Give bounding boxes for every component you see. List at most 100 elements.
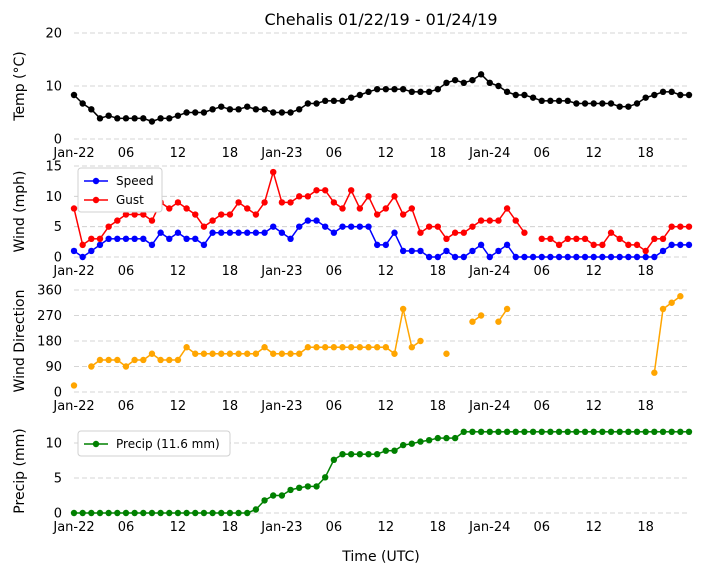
data-point (685, 428, 693, 435)
data-point (79, 509, 86, 517)
data-point (347, 187, 355, 194)
data-point (564, 428, 571, 435)
data-point (616, 253, 623, 261)
data-point (425, 88, 433, 96)
data-point (313, 100, 320, 107)
data-point (564, 253, 571, 261)
data-point (486, 428, 493, 435)
data-point (477, 217, 485, 224)
data-point (581, 100, 589, 107)
data-point (642, 94, 649, 101)
data-point (555, 428, 563, 435)
data-point (469, 76, 476, 84)
x-tick-label: 18 (222, 399, 239, 414)
data-point (443, 350, 450, 357)
data-point (417, 229, 424, 236)
data-point (668, 428, 675, 435)
data-point (218, 211, 225, 218)
data-point (434, 253, 442, 261)
series-line-segment (263, 171, 274, 203)
y-axis-label: Precip (mm) (12, 428, 28, 513)
data-point (235, 229, 242, 236)
data-point (261, 199, 268, 206)
x-axis-label: Time (UTC) (341, 549, 419, 565)
x-tick-label: 18 (222, 264, 239, 279)
data-point (382, 447, 390, 454)
data-point (105, 223, 112, 230)
legend-marker (92, 440, 100, 448)
data-point (599, 100, 606, 107)
x-tick-label: 12 (170, 520, 187, 535)
data-point (451, 229, 459, 236)
data-point (633, 100, 641, 107)
data-point (495, 247, 502, 255)
data-point (287, 109, 294, 116)
data-point (218, 350, 225, 357)
data-point (347, 94, 355, 101)
data-point (330, 229, 338, 236)
data-point (226, 211, 234, 218)
data-point (425, 223, 433, 230)
data-point (512, 428, 519, 435)
series-line-segment (341, 189, 352, 209)
data-point (417, 438, 424, 445)
data-point (174, 229, 182, 236)
data-point (555, 241, 563, 249)
x-tick-label: Jan-22 (52, 146, 94, 161)
data-point (218, 103, 225, 110)
data-point (399, 441, 407, 449)
x-tick-label: Jan-22 (52, 520, 94, 535)
data-point (659, 247, 667, 255)
data-point (183, 109, 190, 116)
data-point (244, 509, 251, 517)
y-tick-label: 15 (45, 160, 62, 175)
data-point (114, 509, 121, 517)
data-point (538, 235, 545, 242)
data-point (183, 205, 190, 212)
data-point (218, 229, 225, 236)
data-point (477, 428, 485, 435)
data-point (365, 344, 372, 351)
data-point (252, 350, 260, 357)
data-point (607, 100, 615, 107)
data-point (486, 79, 493, 87)
data-point (252, 229, 260, 236)
data-point (460, 79, 467, 87)
data-point (304, 217, 312, 224)
data-point (304, 483, 312, 490)
x-tick-label: 18 (430, 399, 447, 414)
data-point (581, 235, 589, 242)
data-point (339, 205, 346, 212)
data-point (451, 76, 459, 84)
data-point (114, 115, 121, 122)
data-point (547, 253, 554, 261)
data-point (347, 451, 355, 458)
data-point (373, 241, 381, 249)
data-point (226, 509, 234, 517)
data-point (529, 253, 537, 261)
x-tick-label: 06 (118, 146, 135, 161)
data-point (564, 235, 571, 242)
data-point (417, 247, 424, 255)
data-point (166, 356, 173, 364)
x-tick-label: 06 (326, 520, 343, 535)
data-point (486, 217, 493, 224)
x-tick-label: 18 (430, 264, 447, 279)
data-point (96, 356, 104, 364)
series-line-segment (393, 196, 404, 215)
data-point (209, 509, 216, 517)
data-point (79, 253, 86, 261)
series-line-segment (350, 189, 361, 209)
data-point (356, 344, 364, 351)
data-point (581, 253, 589, 261)
data-point (495, 82, 502, 90)
x-tick-label: 06 (326, 399, 343, 414)
x-tick-label: 18 (637, 146, 654, 161)
data-point (235, 350, 242, 357)
series-gust (70, 168, 693, 255)
data-point (677, 428, 684, 435)
data-point (417, 337, 424, 345)
data-point (313, 483, 320, 490)
data-point (166, 205, 173, 212)
data-point (573, 100, 580, 107)
